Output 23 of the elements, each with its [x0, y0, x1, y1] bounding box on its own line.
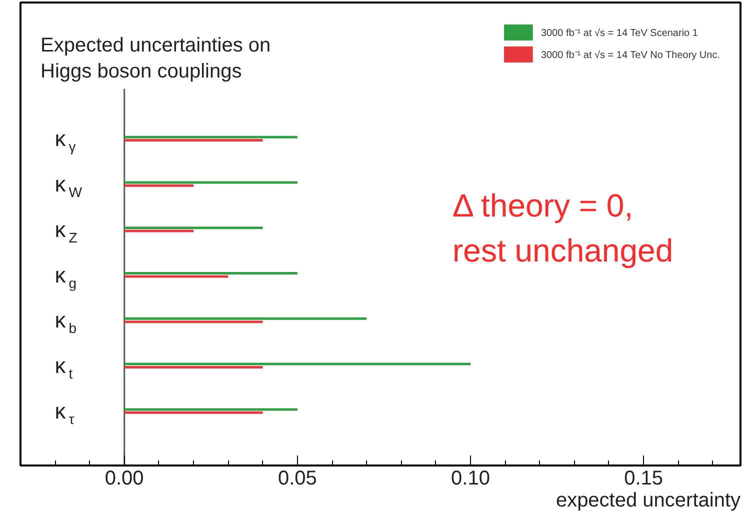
bar	[124, 184, 194, 187]
bar	[124, 320, 263, 324]
bar	[124, 272, 298, 275]
bar	[124, 181, 298, 184]
x-tick-label: 0.05	[278, 468, 317, 490]
bar	[124, 317, 367, 320]
bar	[124, 136, 298, 138]
chart-title: Expected uncertainties on Higgs boson couplings	[40, 34, 271, 82]
x-axis-title: expected uncertainty	[556, 490, 740, 512]
annotation: Δ theory = 0, rest unchanged	[452, 188, 674, 268]
legend-label: 3000 fb⁻¹ at √s = 14 TeV Scenario 1	[540, 27, 698, 39]
x-tick-label: 0.00	[104, 468, 144, 490]
bar	[124, 408, 298, 411]
x-tick-label: 0.15	[624, 468, 664, 490]
legend-label: 3000 fb⁻¹ at √s = 14 TeV No Theory Unc.	[540, 49, 720, 61]
bar	[124, 362, 470, 366]
x-tick-label: 0.10	[451, 468, 490, 490]
bar	[124, 411, 263, 414]
bar	[124, 226, 263, 230]
bar	[124, 366, 263, 368]
bar	[124, 139, 263, 142]
bar	[124, 230, 194, 232]
bar	[124, 275, 228, 278]
